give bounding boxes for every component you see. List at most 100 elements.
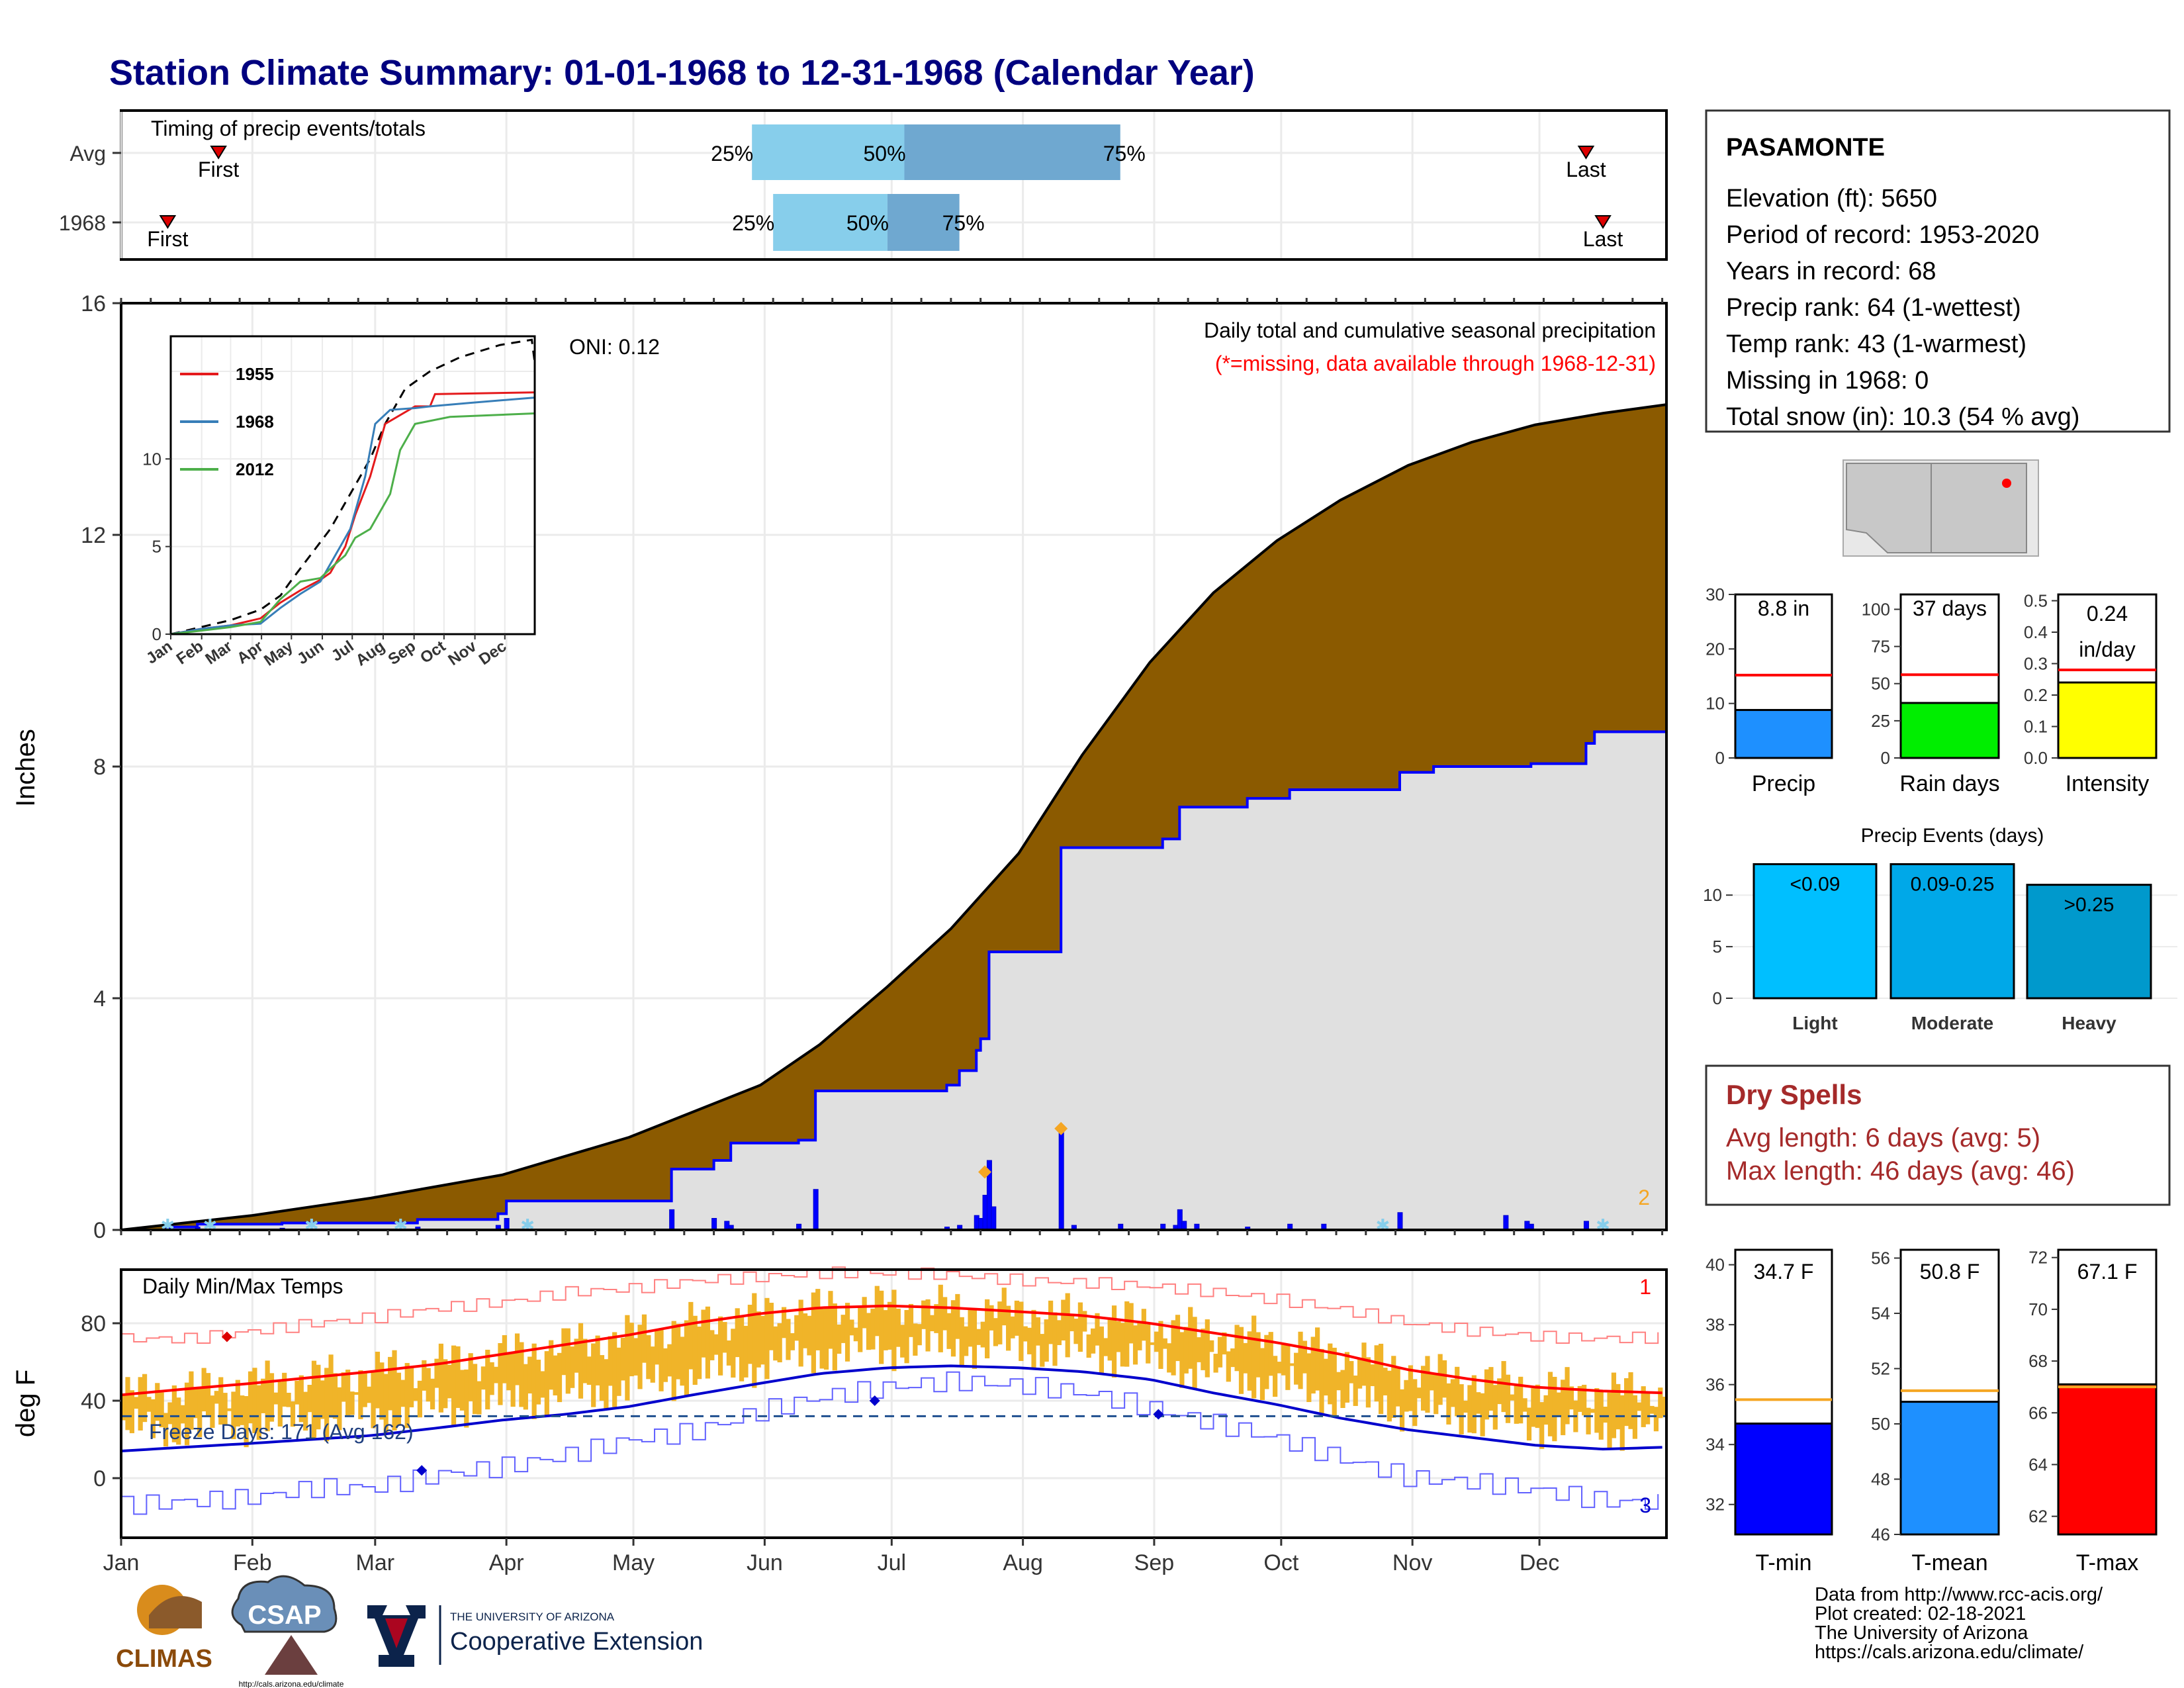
temp-day-bar xyxy=(1522,1398,1527,1412)
temp-day-bar xyxy=(1099,1326,1104,1374)
precip-ytick-label-0: 0 xyxy=(93,1218,106,1243)
page-title: Station Climate Summary: 01-01-1968 to 1… xyxy=(109,53,1255,93)
temp-day-bar xyxy=(400,1380,406,1407)
temp-day-bar xyxy=(320,1380,325,1419)
temp-day-bar xyxy=(1658,1387,1663,1419)
temp-day-bar xyxy=(1217,1336,1223,1368)
temp-day-bar xyxy=(1505,1374,1511,1423)
station-line-3: Precip rank: 64 (1-wettest) xyxy=(1726,294,2021,322)
temp-day-bar xyxy=(887,1301,893,1350)
temp-day-bar xyxy=(1569,1386,1574,1410)
temp-day-bar xyxy=(561,1328,567,1376)
temp-day-bar xyxy=(929,1315,935,1332)
temp-day-bar xyxy=(1310,1336,1316,1394)
events-title: Precip Events (days) xyxy=(1861,825,2044,847)
temp-day-bar xyxy=(557,1352,563,1403)
snow-marker-icon-5: ✱ xyxy=(1375,1215,1390,1235)
temp-day-bar xyxy=(997,1301,1003,1344)
temp-day-bar xyxy=(756,1311,761,1368)
first-label-0: First xyxy=(198,158,239,181)
month-label-2: Mar xyxy=(356,1550,395,1575)
temp-day-bar xyxy=(459,1370,465,1411)
month-axis-labels: Jan Feb Mar Apr May Jun Jul Aug Sep Oct Nov Dec xyxy=(103,1538,1559,1575)
timing-p25-label-0: 25% xyxy=(711,142,753,165)
temp-day-bar xyxy=(586,1356,592,1385)
temp-day-bar xyxy=(688,1301,694,1370)
oni-label: ONI: 0.12 xyxy=(569,335,660,359)
temp-day-bar xyxy=(1222,1332,1227,1355)
events-bars: 0 5 10 <0.09 Light 0.09-0.25 Moderate >0.25 Heav… xyxy=(1703,856,2177,1033)
temp-day-bar xyxy=(1107,1318,1113,1361)
station-line-5: Missing in 1968: 0 xyxy=(1726,367,1929,395)
temp-day-bar xyxy=(489,1362,494,1395)
temp-day-bar xyxy=(1446,1383,1451,1425)
temp-day-bar xyxy=(1027,1327,1032,1354)
temp-chart-tick-label: 48 xyxy=(1871,1470,1890,1489)
temp-day-bar xyxy=(662,1348,668,1382)
footer-credits: Data from http://www.rcc-acis.org/Plot c… xyxy=(1815,1584,2103,1663)
temp-day-bar xyxy=(1531,1388,1536,1427)
temp-chart-tick-label: 32 xyxy=(1706,1495,1725,1515)
temp-day-bar xyxy=(1132,1325,1138,1365)
footer-line-1: Plot created: 02-18-2021 xyxy=(1815,1603,2026,1624)
temp-chart-value-1: 50.8 F xyxy=(1920,1260,1980,1284)
events-bar-text-2: >0.25 xyxy=(2064,894,2115,916)
precip-label-line1: Daily total and cumulative seasonal prec… xyxy=(1204,318,1656,342)
footer-line-2: The University of Arizona xyxy=(1815,1622,2028,1644)
temp-day-bar xyxy=(1611,1372,1617,1438)
temp-chart-value-2: 67.1 F xyxy=(2077,1260,2138,1284)
temp-day-bar xyxy=(570,1346,575,1388)
temp-day-bar xyxy=(1649,1405,1655,1414)
month-label-7: Aug xyxy=(1003,1550,1043,1575)
temp-day-bar xyxy=(1547,1372,1553,1436)
events-bar-text-0: <0.09 xyxy=(1790,873,1841,895)
temp-day-bar xyxy=(1103,1338,1109,1356)
events-bar-text-1: 0.09-0.25 xyxy=(1911,873,1995,895)
temp-day-bar xyxy=(367,1386,372,1403)
temp-day-bar xyxy=(731,1329,736,1378)
temp-day-bar xyxy=(1586,1407,1591,1434)
mini-chart-tick-label: 0.5 xyxy=(2024,591,2048,611)
temp-day-bar xyxy=(502,1335,507,1383)
temp-day-bar xyxy=(980,1321,985,1348)
temp-day-bar xyxy=(811,1292,816,1374)
temp-day-bar xyxy=(853,1327,858,1342)
temp-day-bar xyxy=(768,1303,774,1350)
temp-day-bar xyxy=(1146,1324,1151,1364)
station-line-2: Years in record: 68 xyxy=(1726,258,1936,285)
temp-day-bar xyxy=(1192,1317,1197,1389)
temp-day-bar xyxy=(612,1332,617,1407)
temp-day-bar xyxy=(1336,1372,1342,1391)
temp-ytick-label-1: 40 xyxy=(81,1389,106,1414)
mini-chart-tick-label: 10 xyxy=(1706,694,1725,714)
temp-day-bar xyxy=(964,1326,969,1356)
temp-day-bar xyxy=(1056,1320,1062,1345)
temp-day-bar xyxy=(1565,1367,1570,1425)
temp-day-bar xyxy=(1357,1358,1363,1389)
temp-day-bar xyxy=(240,1395,245,1425)
temp-day-bar xyxy=(358,1370,363,1419)
temp-day-bar xyxy=(1061,1299,1066,1341)
inset-ytick-label-1: 5 xyxy=(152,537,161,557)
temp-day-bar xyxy=(1535,1384,1540,1429)
temp-day-bar xyxy=(214,1391,219,1404)
temp-day-bar xyxy=(1395,1367,1400,1407)
temp-day-bar xyxy=(303,1391,308,1431)
temp-day-bar xyxy=(942,1297,948,1331)
summary-bar-charts: 0 10 20 30 8.8 in Precip 0 25 50 75 100 37 days Rain… xyxy=(1706,585,2158,796)
temp-day-bar xyxy=(218,1377,224,1425)
dry-max-length: Max length: 46 days (avg: 46) xyxy=(1726,1156,2075,1186)
temp-day-bar xyxy=(205,1373,211,1417)
events-bar-2 xyxy=(2026,884,2152,1000)
temp-day-bar xyxy=(1332,1348,1337,1417)
temp-day-bar xyxy=(976,1329,981,1345)
temp-day-bar xyxy=(1480,1393,1485,1436)
temp-day-bar xyxy=(1484,1369,1490,1420)
temp-day-bar xyxy=(1167,1343,1172,1373)
temp-day-bar xyxy=(290,1401,296,1427)
temp-day-bar xyxy=(692,1315,698,1385)
mini-chart-bar-1 xyxy=(1899,702,2000,759)
temp-day-bar xyxy=(844,1303,850,1362)
temp-day-bar xyxy=(1306,1353,1312,1403)
temp-day-bar xyxy=(180,1405,185,1424)
